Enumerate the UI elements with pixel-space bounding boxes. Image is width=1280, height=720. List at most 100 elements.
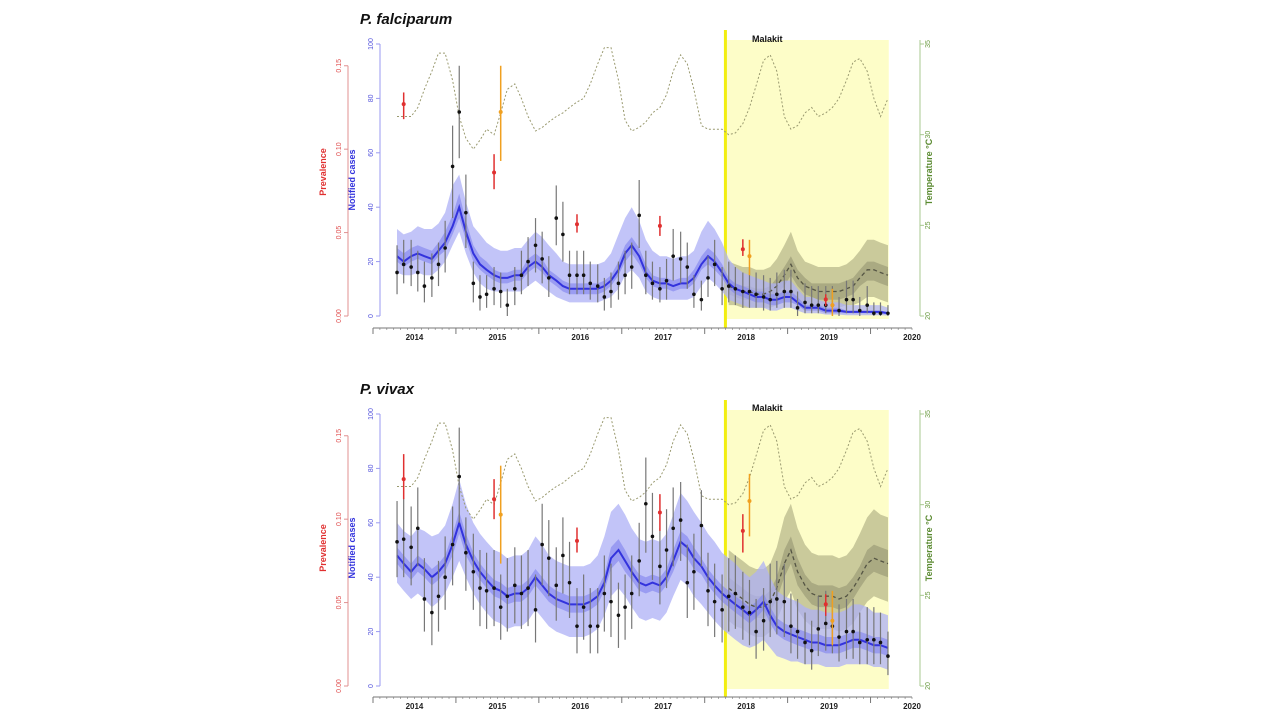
observed-point [533, 243, 538, 248]
observed-point [761, 295, 766, 299]
temperature-tick-label: 20 [925, 312, 932, 320]
observed-point [857, 640, 862, 645]
observed-point [816, 303, 821, 307]
survey-cases-point [747, 499, 752, 504]
cases-tick-label: 20 [368, 258, 375, 266]
observed-point [658, 287, 662, 291]
observed-point [741, 605, 745, 609]
prevalence-tick-label: 0.05 [336, 596, 343, 610]
cases-tick-label: 40 [368, 573, 375, 581]
observed-point [878, 640, 883, 645]
prevalence-point [657, 223, 662, 228]
observed-point [554, 583, 559, 588]
temperature-tick-label: 35 [925, 410, 932, 418]
observed-point [567, 580, 572, 585]
observed-point [422, 597, 427, 601]
prevalence-point [823, 297, 828, 302]
cases-tick-label: 60 [368, 519, 375, 527]
observed-point [886, 311, 890, 316]
observed-point [706, 589, 710, 593]
prevalence-tick-label: 0.15 [336, 59, 343, 73]
observed-point [575, 273, 579, 278]
observed-point [471, 281, 476, 286]
observed-point [712, 262, 717, 267]
cases-tick-label: 20 [368, 628, 375, 636]
observed-point [733, 591, 738, 596]
survey-cases-point [498, 512, 503, 517]
observed-point [588, 281, 593, 286]
y-axis-label-cases: Notified cases [347, 517, 357, 578]
observed-point [519, 273, 524, 278]
x-tick-label: 2017 [654, 702, 672, 711]
prevalence-tick-label: 0.10 [336, 512, 343, 526]
observed-point [768, 599, 773, 604]
observed-point [747, 289, 752, 294]
observed-point [512, 583, 517, 588]
observed-point [809, 648, 814, 653]
x-tick-label: 2019 [820, 702, 838, 711]
cases-tick-label: 80 [368, 94, 375, 102]
panel-p-falciparum: 0 20 40 60 80 100 0.00 0.05 0.10 0.15 20 25 30 35 2014… [318, 11, 934, 342]
prevalence-tick-label: 0.15 [336, 429, 343, 443]
observed-point [692, 569, 696, 574]
observed-point [637, 213, 641, 218]
observed-point [886, 654, 890, 658]
observed-point [768, 297, 773, 302]
cases-tick-label: 60 [368, 149, 375, 157]
observed-point [782, 289, 787, 294]
observed-point [658, 564, 662, 569]
cases-tick-label: 80 [368, 464, 375, 472]
temperature-tick-label: 35 [925, 40, 932, 48]
forecast-line [728, 262, 889, 295]
prevalence-point [401, 102, 406, 107]
observed-point [430, 276, 434, 280]
fitted-cases-line [396, 203, 889, 315]
temperature-tick-label: 25 [925, 221, 932, 229]
temperature-line [397, 417, 889, 521]
observed-point [789, 624, 793, 628]
observed-point [878, 311, 883, 316]
observed-point [581, 605, 586, 609]
observed-point [644, 273, 648, 278]
observed-point [803, 300, 807, 305]
observed-point [872, 311, 876, 316]
observed-point [395, 540, 399, 544]
observed-point [865, 637, 870, 642]
observed-point [492, 287, 496, 291]
observed-point [782, 599, 787, 604]
prevalence-point [740, 528, 745, 533]
fitted-outer-band [397, 479, 888, 670]
x-tick-label: 2019 [820, 333, 838, 342]
observed-point [561, 232, 565, 237]
observed-point [415, 270, 420, 275]
observed-point [795, 306, 800, 310]
observed-point [498, 289, 503, 294]
malakit-label: Malakit [752, 403, 783, 413]
observed-point [540, 257, 544, 261]
x-tick-label: 2014 [406, 333, 424, 342]
observed-point [450, 542, 455, 547]
y-axis-label-prevalence: Prevalence [318, 148, 328, 196]
observed-point [602, 295, 607, 299]
observed-point [795, 629, 800, 634]
temperature-line [397, 47, 889, 151]
observed-point [616, 613, 621, 618]
temperature-tick-label: 20 [925, 682, 932, 690]
observed-point [457, 110, 462, 114]
observed-point [671, 254, 675, 258]
observed-point [409, 265, 413, 269]
observed-point [699, 297, 704, 302]
observed-point [650, 534, 655, 539]
x-tick-label: 2020 [903, 702, 921, 711]
observed-point [616, 281, 621, 286]
observed-point [443, 246, 447, 250]
cases-tick-label: 100 [368, 38, 375, 50]
observed-point [699, 523, 704, 528]
panel-p-vivax: 0 20 40 60 80 100 0.00 0.05 0.10 0.15 20 25 30 35 2014… [318, 381, 934, 711]
observed-point [436, 594, 441, 599]
observed-point [775, 597, 779, 601]
x-tick-label: 2016 [571, 702, 589, 711]
observed-point [844, 297, 849, 302]
observed-point [809, 303, 814, 307]
